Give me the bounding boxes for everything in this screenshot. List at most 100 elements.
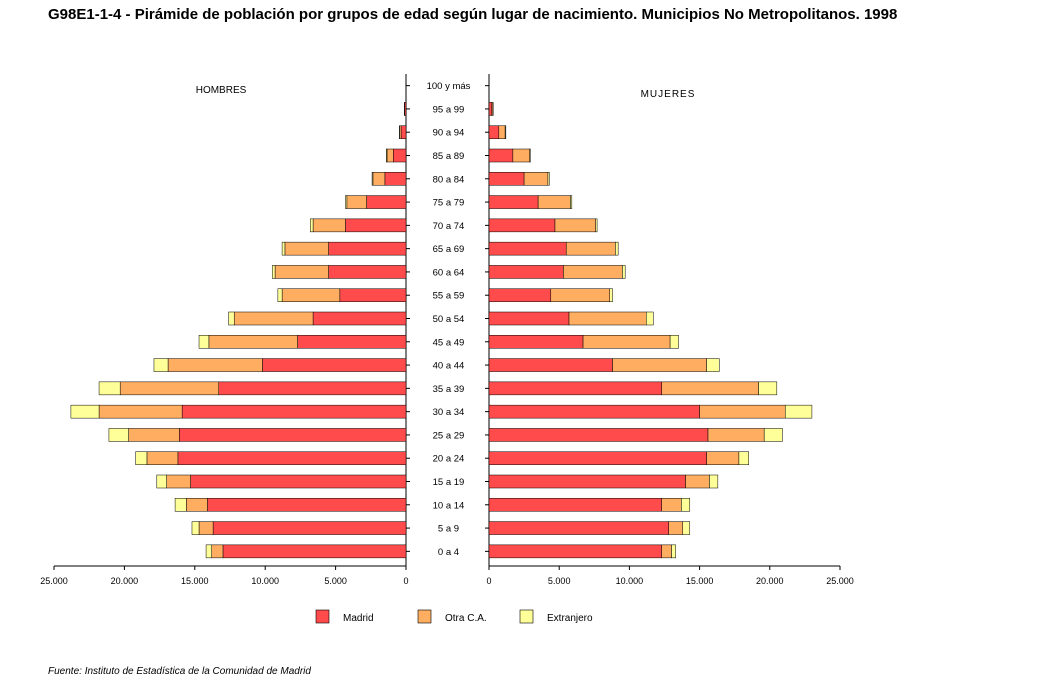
bar-hombres-madrid — [366, 195, 407, 209]
bar-mujeres-madrid — [488, 172, 525, 186]
bar-hombres-otra-c-a — [233, 311, 314, 326]
bar-mujeres-extranjero — [615, 241, 619, 256]
bar-hombres-otra-c-a — [284, 241, 329, 256]
bar-hombres-extranjero — [310, 218, 314, 233]
age-group-label: 40 a 44 — [433, 361, 465, 372]
bar-hombres-otra-c-a — [98, 404, 183, 419]
bar-mujeres-otra-c-a — [563, 265, 623, 279]
bar-mujeres-extranjero — [645, 311, 654, 326]
bar-mujeres-madrid — [488, 381, 662, 396]
bar-mujeres-extranjero — [547, 172, 550, 186]
bar-hombres-madrid — [207, 498, 407, 512]
bar-hombres-otra-c-a — [211, 544, 224, 559]
left-x-tick-label: 0 — [403, 576, 408, 586]
age-group-label: 90 a 94 — [433, 128, 465, 139]
bar-hombres-madrid — [222, 544, 407, 559]
bar-hombres-extranjero — [345, 195, 348, 209]
bar-mujeres-otra-c-a — [707, 428, 765, 442]
bar-mujeres-madrid — [488, 521, 669, 535]
bar-mujeres-madrid — [488, 544, 662, 559]
bar-hombres-extranjero — [135, 451, 148, 465]
bar-mujeres-otra-c-a — [537, 195, 571, 209]
bar-mujeres-madrid — [488, 102, 493, 116]
axes: 25.000 20.000 15.000 10.000 5.000 0 0 5.000 10.0… — [40, 74, 854, 586]
left-x-tick-label: 25.000 — [40, 576, 68, 586]
bar-hombres-extranjero — [198, 335, 210, 349]
legend-label-extranjero: Extranjero — [547, 613, 593, 624]
bar-hombres-madrid — [262, 358, 407, 372]
bar-hombres-madrid — [328, 265, 407, 279]
bar-mujeres-extranjero — [784, 404, 813, 419]
bar-mujeres-extranjero — [609, 288, 613, 302]
age-group-label: 35 a 39 — [433, 384, 465, 395]
bar-mujeres-otra-c-a — [498, 125, 506, 139]
bar-mujeres-madrid — [488, 358, 613, 372]
age-group-label: 10 a 14 — [433, 500, 465, 511]
bar-hombres-otra-c-a — [386, 148, 394, 163]
bar-hombres-otra-c-a — [281, 288, 341, 302]
right-x-tick-label: 15.000 — [686, 576, 714, 586]
left-x-tick-label: 20.000 — [111, 576, 139, 586]
bar-hombres-otra-c-a — [372, 172, 386, 186]
bar-mujeres-madrid — [488, 474, 686, 489]
bar-hombres-otra-c-a — [346, 195, 367, 209]
bar-mujeres-extranjero — [706, 358, 720, 372]
bars — [70, 102, 813, 559]
bar-hombres-otra-c-a — [119, 381, 219, 396]
bar-mujeres-madrid — [488, 265, 564, 279]
age-group-label: 85 a 89 — [433, 151, 465, 162]
bar-mujeres-extranjero — [504, 125, 507, 139]
bar-mujeres-madrid — [488, 404, 700, 419]
bar-hombres-madrid — [328, 241, 407, 256]
bar-hombres-madrid — [297, 335, 407, 349]
age-group-label: 5 a 9 — [438, 524, 459, 535]
age-group-label: 25 a 29 — [433, 430, 465, 441]
age-group-label: 95 a 99 — [433, 104, 465, 115]
bar-hombres-extranjero — [386, 148, 388, 163]
bar-mujeres-extranjero — [709, 474, 719, 489]
bar-mujeres-otra-c-a — [706, 451, 740, 465]
bar-hombres-otra-c-a — [166, 474, 191, 489]
bar-mujeres-extranjero — [570, 195, 573, 209]
bar-mujeres-extranjero — [529, 148, 531, 163]
bar-hombres-madrid — [312, 311, 407, 326]
bar-hombres-otra-c-a — [198, 521, 214, 535]
bar-mujeres-otra-c-a — [661, 498, 682, 512]
bar-hombres-otra-c-a — [128, 428, 180, 442]
bar-hombres-otra-c-a — [274, 265, 329, 279]
left-x-tick-label: 5.000 — [324, 576, 347, 586]
bar-mujeres-otra-c-a — [699, 404, 786, 419]
bar-mujeres-madrid — [488, 288, 552, 302]
bar-mujeres-otra-c-a — [582, 335, 671, 349]
bar-hombres-madrid — [179, 428, 407, 442]
legend-label-madrid: Madrid — [343, 613, 374, 624]
bar-hombres-madrid — [400, 125, 407, 139]
bar-hombres-otra-c-a — [146, 451, 179, 465]
bar-mujeres-madrid — [488, 195, 539, 209]
left-x-tick-label: 15.000 — [181, 576, 209, 586]
bar-hombres-madrid — [190, 474, 407, 489]
right-x-tick-label: 5.000 — [548, 576, 571, 586]
age-group-label: 20 a 24 — [433, 454, 465, 465]
age-group-label: 0 a 4 — [438, 547, 459, 558]
age-group-label: 60 a 64 — [433, 267, 465, 278]
age-group-label: 100 y más — [427, 81, 471, 92]
bar-mujeres-extranjero — [738, 451, 749, 465]
left-panel-label: HOMBRES — [196, 85, 247, 96]
bar-mujeres-otra-c-a — [612, 358, 707, 372]
age-group-label: 30 a 34 — [433, 407, 465, 418]
bar-hombres-madrid — [339, 288, 407, 302]
bar-hombres-madrid — [181, 404, 407, 419]
bar-mujeres-otra-c-a — [523, 172, 549, 186]
bar-mujeres-extranjero — [671, 544, 676, 559]
bar-hombres-extranjero — [228, 311, 235, 326]
bar-hombres-extranjero — [205, 544, 212, 559]
bar-hombres-extranjero — [108, 428, 129, 442]
bar-mujeres-madrid — [488, 451, 707, 465]
right-x-tick-label: 25.000 — [826, 576, 854, 586]
bar-mujeres-otra-c-a — [550, 288, 610, 302]
age-group-label: 55 a 59 — [433, 291, 465, 302]
age-group-label: 70 a 74 — [433, 221, 465, 232]
bar-mujeres-extranjero — [669, 335, 679, 349]
bar-hombres-otra-c-a — [312, 218, 346, 233]
